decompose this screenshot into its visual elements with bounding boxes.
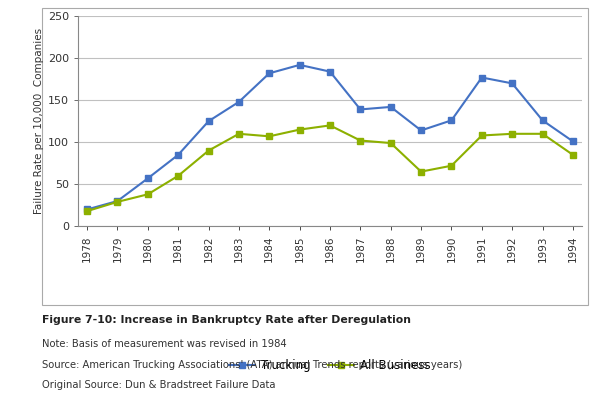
Trucking xyxy=(114,199,121,204)
Trucking xyxy=(509,81,516,86)
Line: Trucking: Trucking xyxy=(85,62,575,212)
Trucking xyxy=(539,118,546,123)
Trucking xyxy=(418,128,425,133)
Trucking xyxy=(326,69,334,74)
Trucking xyxy=(448,118,455,123)
Trucking xyxy=(266,71,273,76)
Trucking xyxy=(296,63,303,67)
All Business xyxy=(357,138,364,143)
Line: All Business: All Business xyxy=(85,123,575,214)
Trucking xyxy=(569,139,577,144)
Trucking xyxy=(387,105,394,109)
Trucking xyxy=(235,99,242,104)
Trucking xyxy=(205,119,212,124)
Trucking xyxy=(478,75,485,80)
Text: Original Source: Dun & Bradstreet Failure Data: Original Source: Dun & Bradstreet Failur… xyxy=(42,380,275,390)
All Business xyxy=(418,169,425,174)
Text: Figure 7-10: Increase in Bankruptcy Rate after Deregulation: Figure 7-10: Increase in Bankruptcy Rate… xyxy=(42,315,411,325)
All Business xyxy=(114,200,121,204)
All Business xyxy=(509,131,516,136)
All Business xyxy=(569,152,577,157)
Trucking xyxy=(175,152,182,157)
All Business xyxy=(326,123,334,128)
All Business xyxy=(235,131,242,136)
All Business xyxy=(175,173,182,178)
Text: Source: American Trucking Associations' (ATA) annual Trends reports (various yea: Source: American Trucking Associations' … xyxy=(42,360,462,370)
All Business xyxy=(539,131,546,136)
All Business xyxy=(448,163,455,168)
All Business xyxy=(83,209,91,214)
All Business xyxy=(266,134,273,139)
All Business xyxy=(478,133,485,138)
Trucking xyxy=(83,207,91,212)
Legend: Trucking, All Business: Trucking, All Business xyxy=(224,354,436,377)
Trucking xyxy=(144,176,151,181)
Text: Note: Basis of measurement was revised in 1984: Note: Basis of measurement was revised i… xyxy=(42,339,287,349)
All Business xyxy=(296,127,303,132)
All Business xyxy=(144,192,151,197)
Trucking xyxy=(357,107,364,112)
All Business xyxy=(205,148,212,153)
Y-axis label: Failure Rate per 10,000  Companies: Failure Rate per 10,000 Companies xyxy=(34,28,44,214)
All Business xyxy=(387,141,394,145)
